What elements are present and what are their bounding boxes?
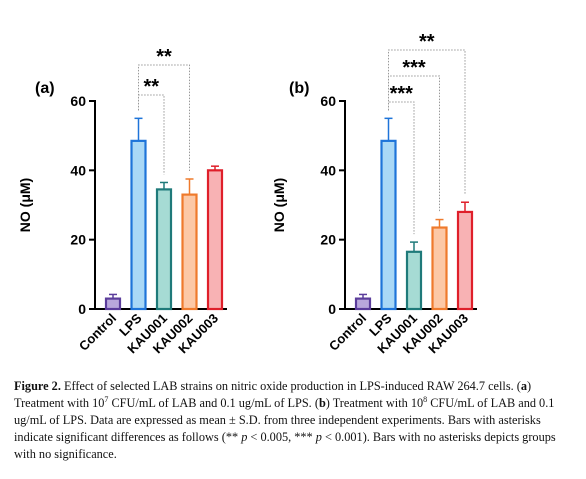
caption-text: 8 bbox=[423, 394, 428, 404]
y-tick-label: 60 bbox=[70, 93, 86, 109]
caption-text: p bbox=[315, 430, 322, 444]
caption-text: ) Treatment with 10 bbox=[14, 379, 532, 410]
bar bbox=[431, 226, 448, 311]
y-tick-label: 40 bbox=[320, 162, 336, 178]
caption-text: CFU/mL of LAB and 0.1 ug/mL of LPS. Data… bbox=[14, 396, 555, 444]
significance-bracket bbox=[388, 101, 415, 235]
caption-text: CFU/mL of LAB and 0.1 ug/mL of LPS. ( bbox=[108, 396, 319, 410]
figure: (a)NO (μM)0204060ControlLPSKAU001KAU002K… bbox=[17, 31, 477, 356]
caption-text: < 0.005, *** bbox=[247, 430, 316, 444]
y-tick-label: 20 bbox=[320, 232, 336, 248]
y-tick-label: 0 bbox=[328, 301, 336, 317]
caption-label: Figure 2. bbox=[14, 379, 61, 393]
caption-text: Effect of selected LAB strains on nitric… bbox=[60, 379, 521, 393]
bar bbox=[155, 188, 173, 311]
bar bbox=[405, 250, 423, 311]
significance-label: ** bbox=[156, 46, 172, 68]
bar bbox=[181, 193, 198, 311]
bar bbox=[130, 139, 147, 311]
y-axis-label: NO (μM) bbox=[17, 178, 33, 232]
caption-text: a bbox=[520, 379, 528, 393]
significance-label: ** bbox=[419, 31, 435, 53]
y-tick-label: 20 bbox=[70, 232, 86, 248]
bar bbox=[380, 139, 397, 311]
y-tick-label: 0 bbox=[78, 301, 86, 317]
significance-label: *** bbox=[390, 83, 414, 105]
significance-bracket bbox=[138, 94, 165, 175]
panel-label: (a) bbox=[35, 80, 55, 97]
x-tick-label: Control bbox=[326, 311, 369, 354]
caption: Figure 2. Effect of selected LAB strains… bbox=[14, 378, 576, 463]
bar bbox=[354, 297, 372, 311]
y-tick-label: 60 bbox=[320, 93, 336, 109]
caption-text: p bbox=[241, 430, 248, 444]
caption-text: < 0.001). Bars with no asterisks depicts… bbox=[14, 430, 556, 461]
significance-bracket bbox=[388, 49, 466, 195]
y-axis-label: NO (μM) bbox=[271, 178, 287, 232]
caption-text: ) Treatment with 10 bbox=[325, 396, 424, 410]
significance-label: *** bbox=[402, 57, 426, 79]
bar bbox=[104, 297, 122, 311]
x-tick-label: Control bbox=[76, 311, 119, 354]
caption-text: 7 bbox=[104, 394, 109, 404]
caption-text: b bbox=[318, 396, 326, 410]
bar bbox=[206, 169, 224, 311]
bar bbox=[456, 210, 474, 311]
y-tick-label: 40 bbox=[70, 162, 86, 178]
panel-label: (b) bbox=[289, 80, 309, 97]
significance-bracket bbox=[388, 75, 440, 212]
significance-label: ** bbox=[143, 76, 159, 98]
